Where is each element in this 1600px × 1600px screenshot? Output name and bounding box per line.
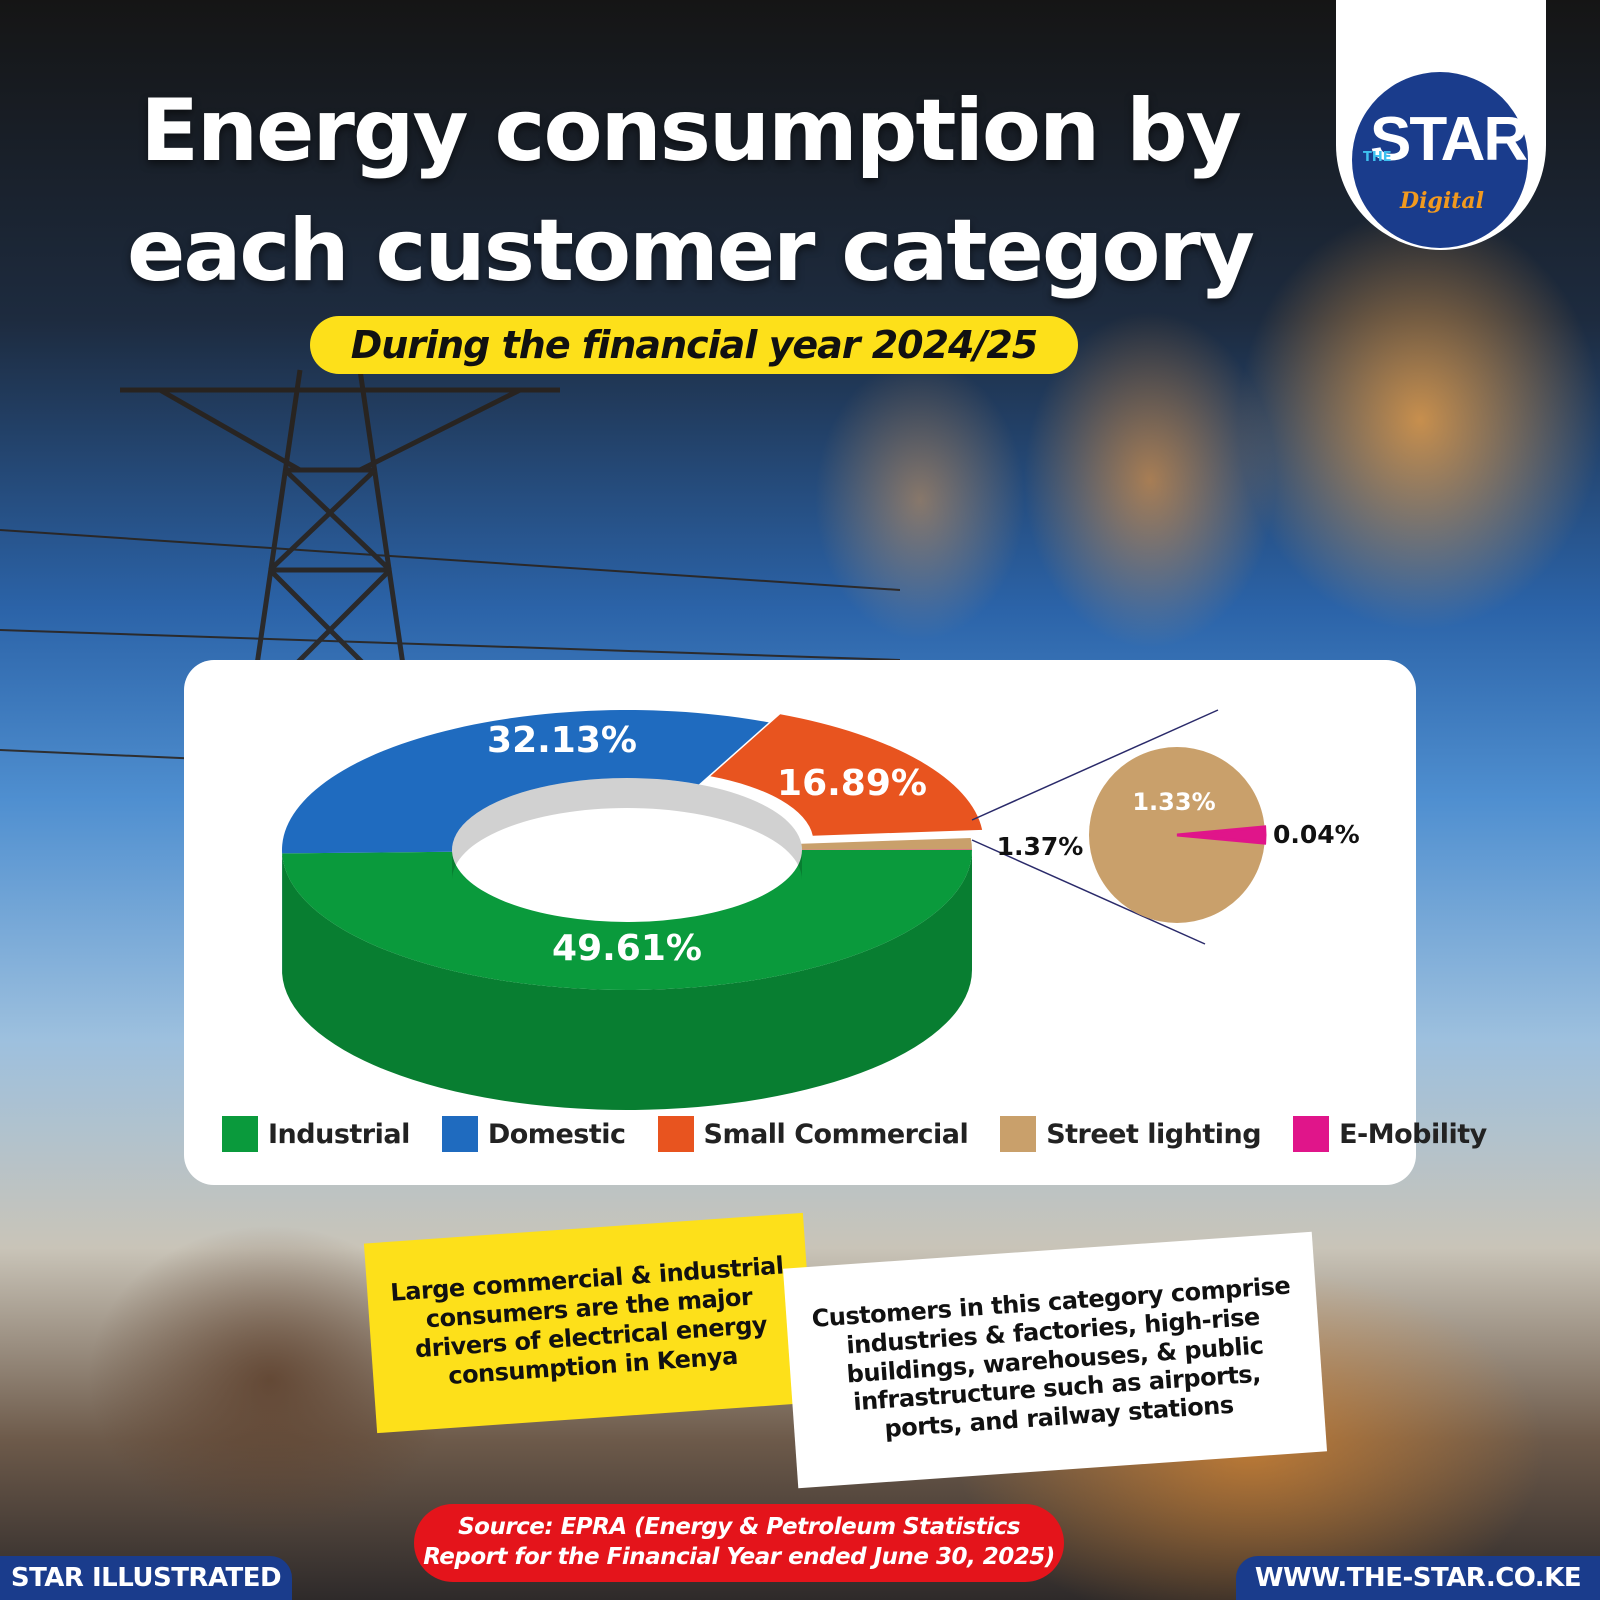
legend-label-small-commercial: Small Commercial [703,1118,969,1150]
legend-swatch-e-mobility [1293,1116,1330,1152]
note-yellow: Large commercial & industrial consumers … [363,1212,817,1434]
connector-line-top [971,709,1219,821]
value-label-street-lighting: 1.33% [1132,788,1215,816]
donut-slice-small-commercial [710,714,983,836]
legend-item-domestic: Domestic [441,1116,626,1152]
donut-slice-domestic [282,710,769,854]
value-label-small-commercial: 16.89% [777,763,927,804]
note-white-text: Customers in this category comprise indu… [810,1271,1292,1444]
note-yellow-text: Large commercial & industrial consumers … [389,1251,785,1390]
legend-label-domestic: Domestic [487,1118,626,1150]
value-label-domestic: 32.13% [487,720,637,761]
legend-label-e-mobility: E-Mobility [1339,1118,1487,1150]
chart-legend: Industrial Domestic Small Commercial Street… [222,1114,1519,1154]
legend-item-industrial: Industrial [222,1116,410,1152]
connector-line-bottom [971,839,1206,945]
footer-website-link[interactable]: WWW.THE-STAR.CO.KE [1236,1556,1600,1600]
donut-hole-wall [452,778,802,880]
value-label-industrial: 49.61% [552,928,702,969]
source-badge: Source: EPRA (Energy & Petroleum Statist… [414,1504,1064,1582]
legend-label-industrial: Industrial [268,1118,410,1150]
logo-the-text: THE [1363,150,1392,165]
donut-slice-street-lighting [801,837,972,850]
page-title-line1: Energy consumption by [140,81,1242,181]
note-white: Customers in this category comprise indu… [782,1231,1328,1489]
legend-swatch-domestic [441,1116,478,1152]
legend-item-street-lighting: Street lighting [1000,1116,1262,1152]
logo-digital-text: Digital [1400,188,1484,214]
legend-swatch-small-commercial [657,1116,694,1152]
legend-label-street-lighting: Street lighting [1046,1118,1262,1150]
page-title-line2: each customer category [127,201,1255,301]
footer-star-illustrated: STAR ILLUSTRATED [0,1556,292,1600]
donut-side-industrial [282,850,972,1111]
value-label-e-mobility: 0.04% [1273,820,1360,849]
star-digital-logo[interactable] [1352,72,1528,248]
legend-swatch-industrial [222,1116,258,1152]
legend-swatch-street-lighting [1000,1116,1037,1152]
legend-item-e-mobility: E-Mobility [1293,1116,1487,1152]
legend-item-small-commercial: Small Commercial [657,1116,969,1152]
subtitle-badge: During the financial year 2024/25 [310,316,1078,374]
sub-pie-slice-e-mobility [1176,825,1267,845]
combined-value-label: 1.37% [997,832,1084,861]
logo-star-text: STAR [1370,105,1528,174]
donut-slice-industrial [282,850,972,991]
